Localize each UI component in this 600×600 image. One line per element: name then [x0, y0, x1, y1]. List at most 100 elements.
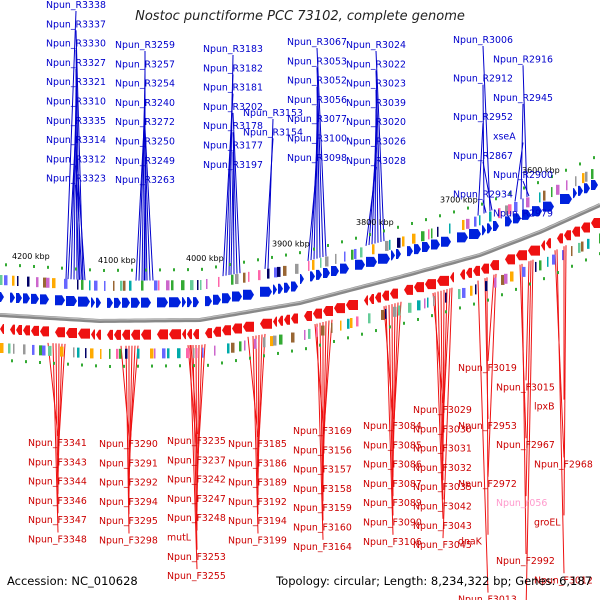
gene-label[interactable]: Npun_F3189	[228, 478, 287, 489]
gene-label[interactable]: Npun_R3257	[115, 59, 175, 70]
gene-label[interactable]: Npun_F3290	[99, 439, 158, 450]
gene-label[interactable]: Npun_F3298	[99, 536, 158, 547]
gene-label[interactable]: Npun_R3100	[287, 134, 347, 145]
gene-label[interactable]: Npun_R3077	[287, 114, 347, 125]
gene-label[interactable]: Npun_F3164	[293, 542, 352, 553]
gene-label[interactable]: Npun_R3056	[287, 95, 347, 106]
gene-label[interactable]: Npun_R3254	[115, 79, 175, 90]
gene-label[interactable]: Npun_F3085	[363, 440, 422, 451]
gene-label[interactable]: Npun_F3295	[99, 516, 158, 527]
gene-label[interactable]: Npun_R3310	[46, 97, 106, 108]
gene-label[interactable]: Npun_F3255	[167, 571, 226, 582]
gene-label[interactable]: Npun_F3045	[413, 540, 472, 551]
gene-label[interactable]: Npun_R3323	[46, 174, 106, 185]
gene-label[interactable]: Npun_F3156	[293, 445, 352, 456]
gene-label[interactable]: Npun_F3158	[293, 484, 352, 495]
gene-label[interactable]: Npun_R3335	[46, 116, 106, 127]
gene-label[interactable]: Npun_R3337	[46, 19, 106, 30]
gene-label[interactable]: Npun_R3026	[346, 137, 406, 148]
gene-label[interactable]: Npun_F3159	[293, 503, 352, 514]
gene-label[interactable]: Npun_F3341	[28, 438, 87, 449]
gene-label[interactable]: Npun_F3237	[167, 455, 226, 466]
gene-label[interactable]: Npun_F3035	[413, 482, 472, 493]
gene-label[interactable]: Npun_R3181	[203, 83, 263, 94]
gene-label[interactable]: mutL	[167, 533, 192, 544]
gene-label[interactable]: Npun_F2967	[496, 440, 555, 451]
gene-label[interactable]: Npun_R3202	[203, 102, 263, 113]
gene-label[interactable]: Npun_R3330	[46, 39, 106, 50]
gene-label[interactable]: Npun_R2912	[453, 74, 513, 85]
gene-label[interactable]: Npun_F2992	[496, 556, 555, 567]
gene-label[interactable]: Npun_R2952	[453, 112, 513, 123]
gene-label[interactable]: Npun_R3250	[115, 137, 175, 148]
gene-label[interactable]: Npun_R3024	[346, 40, 406, 51]
gene-label[interactable]: Npun_R3022	[346, 59, 406, 70]
gene-label[interactable]: Npun_F2953	[458, 421, 517, 432]
gene-label[interactable]: Npun_R3263	[115, 175, 175, 186]
gene-label[interactable]: Npun_F3346	[28, 496, 87, 507]
gene-label[interactable]: Npun_F3032	[413, 463, 472, 474]
gene-label[interactable]: Npun_F3242	[167, 475, 226, 486]
gene-label[interactable]: Npun_R3259	[115, 40, 175, 51]
gene-label[interactable]: Npun_F3247	[167, 494, 226, 505]
gene-label[interactable]: Npun_F3235	[167, 436, 226, 447]
gene-label[interactable]: Npun_R2934	[453, 189, 513, 200]
gene-label[interactable]: Npun_R3154	[243, 127, 303, 138]
gene-label[interactable]: Npun_F3086	[363, 460, 422, 471]
gene-label[interactable]: Npun_F3089	[363, 498, 422, 509]
gene-label[interactable]: Npun_R3321	[46, 77, 106, 88]
gene-label[interactable]: Npun_F3031	[413, 444, 472, 455]
gene-label[interactable]: Npun_F3106	[363, 537, 422, 548]
gene-label[interactable]: Npun_F3012	[534, 575, 593, 586]
gene-label[interactable]: Npun_R3153	[243, 108, 303, 119]
gene-label[interactable]: xseA	[493, 132, 516, 143]
gene-label[interactable]: Npun_F3030	[413, 424, 472, 435]
gene-label[interactable]: Npun_F2968	[534, 460, 593, 471]
gene-label[interactable]: Npun_F3343	[28, 457, 87, 468]
gene-label[interactable]: Npun_r056	[496, 498, 547, 509]
gene-label[interactable]: dnaK	[458, 537, 483, 548]
gene-label[interactable]: Npun_R3249	[115, 156, 175, 167]
gene-label[interactable]: Npun_F2972	[458, 479, 517, 490]
gene-label[interactable]: Npun_R3052	[287, 76, 347, 87]
gene-label[interactable]: Npun_R2900	[493, 170, 553, 181]
gene-label[interactable]: Npun_F3087	[363, 479, 422, 490]
gene-label[interactable]: Npun_R3197	[203, 160, 263, 171]
gene-label[interactable]: Npun_R2867	[453, 151, 513, 162]
gene-label[interactable]: Npun_R3240	[115, 98, 175, 109]
gene-label[interactable]: Npun_F3042	[413, 502, 472, 513]
gene-label[interactable]: Npun_R3023	[346, 79, 406, 90]
gene-label[interactable]: Npun_F3169	[293, 426, 352, 437]
gene-label[interactable]: Npun_R3327	[46, 58, 106, 69]
gene-label[interactable]: Npun_F3192	[228, 497, 287, 508]
gene-label[interactable]: Npun_F3029	[413, 405, 472, 416]
gene-label[interactable]: Npun_F3344	[28, 477, 87, 488]
gene-label[interactable]: Npun_F3186	[228, 458, 287, 469]
gene-label[interactable]: Npun_R3338	[46, 0, 106, 11]
gene-label[interactable]: Npun_R3177	[203, 141, 263, 152]
gene-label[interactable]: groEL	[534, 517, 561, 528]
gene-label[interactable]: Npun_R3006	[453, 35, 513, 46]
gene-label[interactable]: Npun_R3312	[46, 154, 106, 165]
gene-label[interactable]: Npun_F3348	[28, 535, 87, 546]
gene-label[interactable]: Npun_R2916	[493, 54, 553, 65]
gene-label[interactable]: Npun_R3178	[203, 121, 263, 132]
gene-label[interactable]: Npun_R3182	[203, 63, 263, 74]
gene-label[interactable]: Npun_R3053	[287, 56, 347, 67]
gene-label[interactable]: Npun_F3291	[99, 458, 158, 469]
gene-label[interactable]: Npun_F3043	[413, 521, 472, 532]
gene-label[interactable]: Npun_F3090	[363, 518, 422, 529]
gene-label[interactable]: Npun_F3292	[99, 478, 158, 489]
gene-label[interactable]: Npun_R3183	[203, 44, 263, 55]
gene-label[interactable]: Npun_F3013	[458, 595, 517, 600]
gene-label[interactable]: Npun_F3015	[496, 382, 555, 393]
gene-label[interactable]: Npun_F3253	[167, 552, 226, 563]
gene-label[interactable]: Npun_F3160	[293, 523, 352, 534]
gene-label[interactable]: Npun_R3098	[287, 153, 347, 164]
gene-label[interactable]: Npun_R3020	[346, 117, 406, 128]
gene-label[interactable]: Npun_F3347	[28, 515, 87, 526]
gene-label[interactable]: Npun_F3157	[293, 465, 352, 476]
gene-label[interactable]: Npun_F3185	[228, 439, 287, 450]
gene-label[interactable]: Npun_F3248	[167, 513, 226, 524]
gene-label[interactable]: Npun_R3067	[287, 37, 347, 48]
